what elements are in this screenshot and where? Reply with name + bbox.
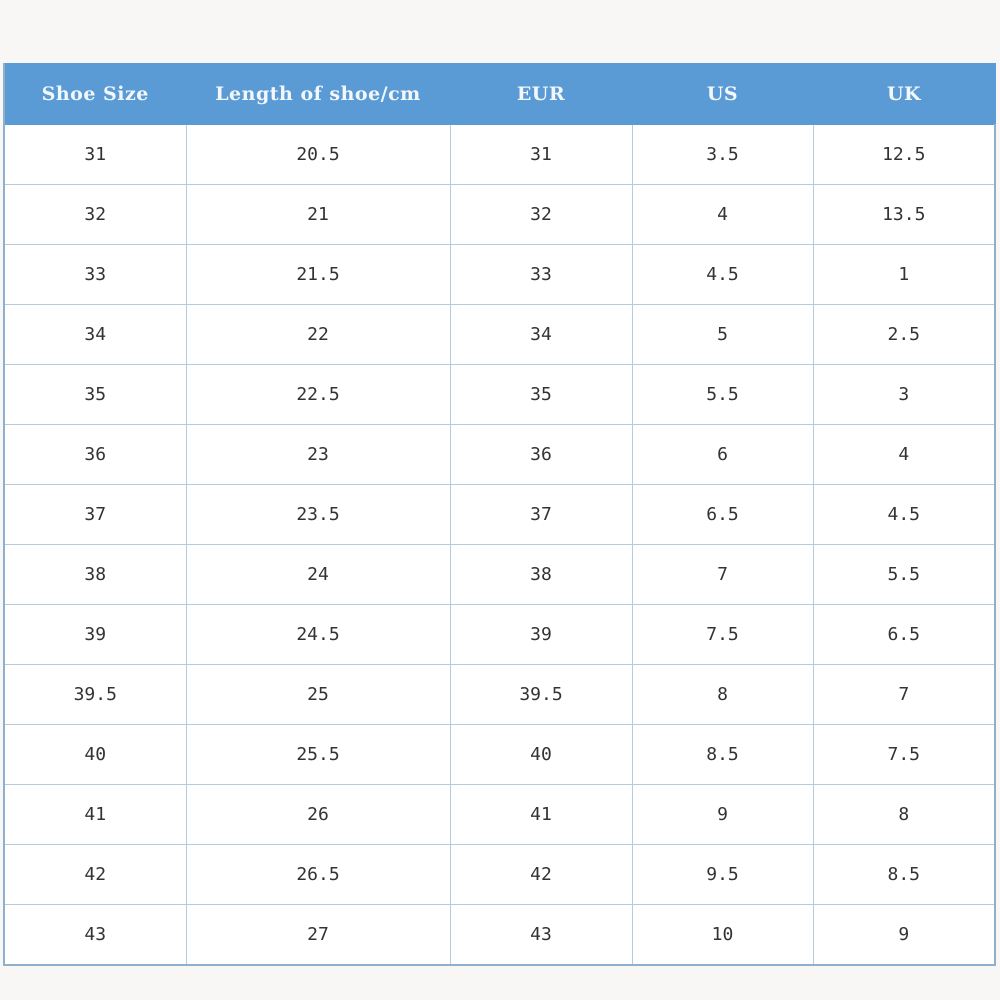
table-row: 33 21.5 33 4.5 1	[3, 244, 996, 305]
table-row: 40 25.5 40 8.5 7.5	[3, 724, 996, 785]
table-cell: 39	[449, 604, 633, 665]
table-cell: 40	[3, 724, 187, 785]
column-header: EUR	[449, 63, 633, 125]
table-cell: 8.5	[812, 844, 996, 905]
table-cell: 43	[3, 904, 187, 966]
table-cell: 42	[449, 844, 633, 905]
table-row: 38 24 38 7 5.5	[3, 544, 996, 605]
table-cell: 12.5	[812, 124, 996, 185]
table-cell: 7.5	[631, 604, 814, 665]
table-row: 39.5 25 39.5 8 7	[3, 664, 996, 725]
table-cell: 23.5	[185, 484, 451, 545]
table-cell: 5	[631, 304, 814, 365]
table-cell: 41	[449, 784, 633, 845]
table-row: 39 24.5 39 7.5 6.5	[3, 604, 996, 665]
table-cell: 40	[449, 724, 633, 785]
table-cell: 34	[449, 304, 633, 365]
table-cell: 21	[185, 184, 451, 245]
column-header: Shoe Size	[3, 63, 187, 125]
table-cell: 23	[185, 424, 451, 485]
table-cell: 2.5	[812, 304, 996, 365]
table-cell: 6.5	[631, 484, 814, 545]
table-cell: 7	[631, 544, 814, 605]
table-cell: 33	[3, 244, 187, 305]
table-cell: 1	[812, 244, 996, 305]
table-cell: 39	[3, 604, 187, 665]
table-cell: 39.5	[3, 664, 187, 725]
table-row: 31 20.5 31 3.5 12.5	[3, 124, 996, 185]
table-cell: 37	[3, 484, 187, 545]
table-cell: 36	[449, 424, 633, 485]
table-cell: 24.5	[185, 604, 451, 665]
column-header: US	[631, 63, 814, 125]
table-cell: 25	[185, 664, 451, 725]
table-cell: 4	[631, 184, 814, 245]
table-cell: 25.5	[185, 724, 451, 785]
table-cell: 37	[449, 484, 633, 545]
table-cell: 31	[3, 124, 187, 185]
table-cell: 5.5	[631, 364, 814, 425]
table-cell: 31	[449, 124, 633, 185]
table-cell: 42	[3, 844, 187, 905]
table-cell: 4.5	[631, 244, 814, 305]
table-cell: 26.5	[185, 844, 451, 905]
table-cell: 10	[631, 904, 814, 966]
table-cell: 13.5	[812, 184, 996, 245]
column-header: UK	[812, 63, 996, 125]
table-cell: 24	[185, 544, 451, 605]
table-cell: 9	[812, 904, 996, 966]
table-cell: 8	[631, 664, 814, 725]
table-row: 32 21 32 4 13.5	[3, 184, 996, 245]
table-cell: 34	[3, 304, 187, 365]
table-cell: 20.5	[185, 124, 451, 185]
table-cell: 43	[449, 904, 633, 966]
table-cell: 41	[3, 784, 187, 845]
table-header-row: Shoe Size Length of shoe/cm EUR US UK	[3, 63, 996, 125]
table-cell: 5.5	[812, 544, 996, 605]
table-cell: 7.5	[812, 724, 996, 785]
table-cell: 32	[449, 184, 633, 245]
table-row: 37 23.5 37 6.5 4.5	[3, 484, 996, 545]
table-cell: 3	[812, 364, 996, 425]
table-cell: 22.5	[185, 364, 451, 425]
table-cell: 38	[449, 544, 633, 605]
table-cell: 26	[185, 784, 451, 845]
table-row: 43 27 43 10 9	[3, 904, 996, 966]
table-cell: 22	[185, 304, 451, 365]
table-cell: 33	[449, 244, 633, 305]
shoe-size-table: Shoe Size Length of shoe/cm EUR US UK 31 20.5…	[3, 63, 996, 966]
table-cell: 27	[185, 904, 451, 966]
table-cell: 8	[812, 784, 996, 845]
table-cell: 4.5	[812, 484, 996, 545]
table-cell: 38	[3, 544, 187, 605]
table-cell: 8.5	[631, 724, 814, 785]
table-cell: 36	[3, 424, 187, 485]
table-row: 42 26.5 42 9.5 8.5	[3, 844, 996, 905]
table-cell: 9	[631, 784, 814, 845]
table-cell: 35	[3, 364, 187, 425]
table-cell: 39.5	[449, 664, 633, 725]
table-cell: 9.5	[631, 844, 814, 905]
table-cell: 21.5	[185, 244, 451, 305]
table-row: 35 22.5 35 5.5 3	[3, 364, 996, 425]
column-header: Length of shoe/cm	[185, 63, 451, 125]
table-row: 41 26 41 9 8	[3, 784, 996, 845]
table-cell: 32	[3, 184, 187, 245]
table-cell: 3.5	[631, 124, 814, 185]
table-cell: 4	[812, 424, 996, 485]
table-row: 36 23 36 6 4	[3, 424, 996, 485]
table-cell: 6.5	[812, 604, 996, 665]
table-row: 34 22 34 5 2.5	[3, 304, 996, 365]
table-cell: 7	[812, 664, 996, 725]
table-cell: 35	[449, 364, 633, 425]
table-cell: 6	[631, 424, 814, 485]
